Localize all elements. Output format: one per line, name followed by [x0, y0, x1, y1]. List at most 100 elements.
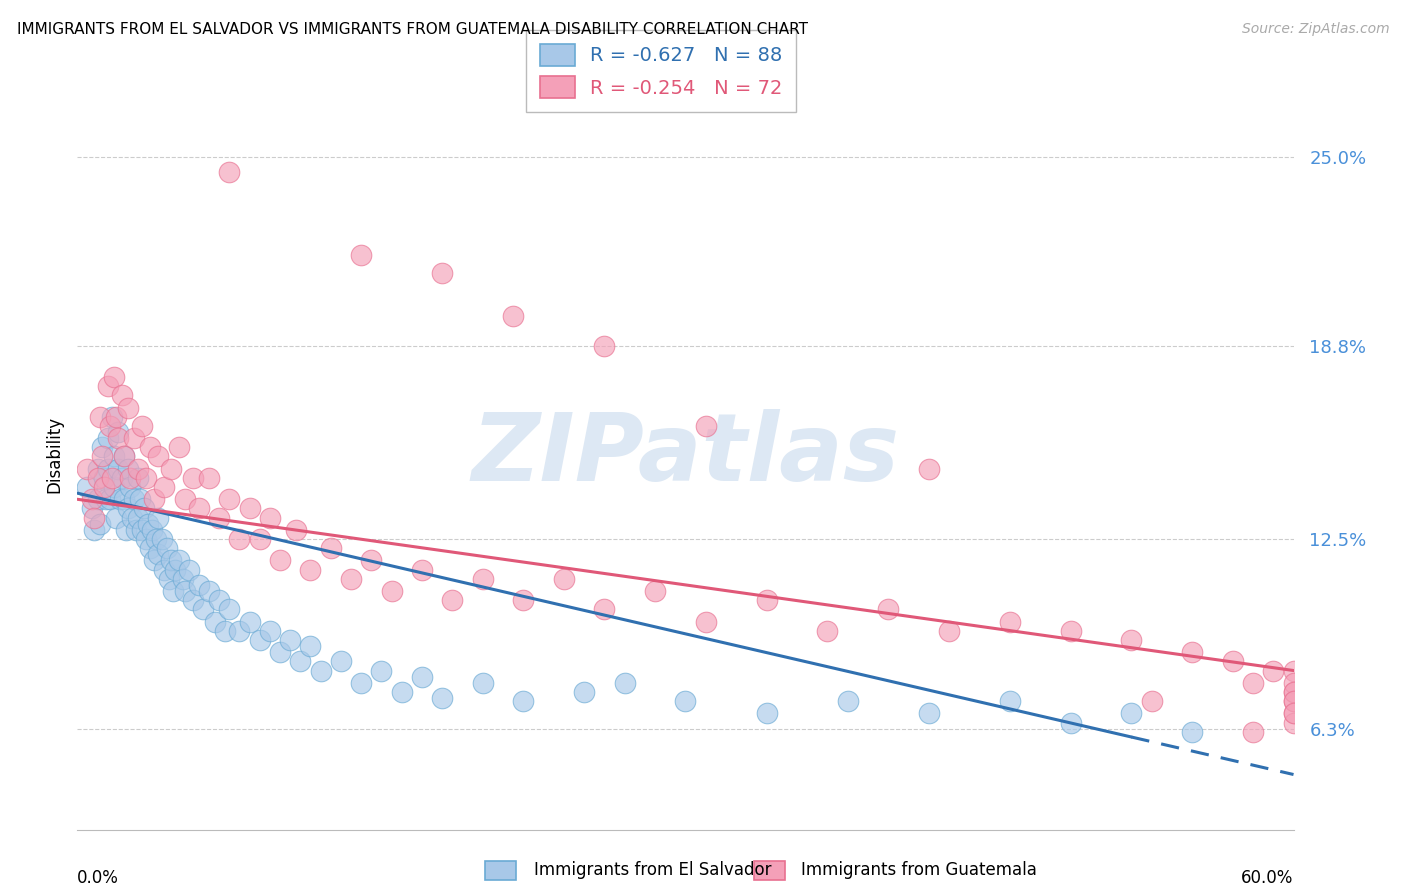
Point	[1282, 715, 1305, 730]
Point	[188, 501, 211, 516]
Point	[155, 541, 177, 556]
Point	[370, 664, 392, 678]
Point	[1241, 675, 1264, 690]
Point	[249, 632, 271, 647]
Point	[135, 471, 157, 485]
Point	[644, 584, 666, 599]
Point	[1121, 706, 1143, 721]
Text: ZIPatlas: ZIPatlas	[471, 409, 900, 501]
Text: Immigrants from El Salvador: Immigrants from El Salvador	[534, 861, 772, 879]
Point	[103, 450, 125, 464]
Point	[239, 501, 262, 516]
Point	[181, 471, 204, 485]
Point	[360, 553, 382, 567]
Point	[103, 480, 125, 494]
Point	[104, 409, 127, 424]
Text: IMMIGRANTS FROM EL SALVADOR VS IMMIGRANTS FROM GUATEMALA DISABILITY CORRELATION : IMMIGRANTS FROM EL SALVADOR VS IMMIGRANT…	[17, 22, 808, 37]
Point	[1241, 724, 1264, 739]
Point	[269, 553, 291, 567]
Point	[471, 675, 494, 690]
Point	[1282, 664, 1305, 678]
Point	[815, 624, 838, 638]
Point	[191, 602, 214, 616]
Point	[430, 266, 453, 280]
Point	[127, 461, 149, 475]
Point	[259, 624, 281, 638]
Point	[177, 563, 200, 577]
Point	[80, 492, 103, 507]
Point	[1222, 654, 1244, 668]
Point	[97, 431, 120, 445]
Point	[153, 563, 176, 577]
Point	[127, 510, 149, 524]
Point	[1282, 694, 1305, 708]
Point	[309, 664, 332, 678]
Point	[107, 431, 129, 445]
Point	[98, 418, 121, 433]
Point	[117, 501, 139, 516]
Point	[86, 471, 108, 485]
Point	[502, 309, 524, 323]
Point	[131, 523, 153, 537]
Point	[162, 584, 184, 599]
Point	[139, 541, 162, 556]
Point	[319, 541, 342, 556]
Point	[112, 492, 135, 507]
Text: Immigrants from Guatemala: Immigrants from Guatemala	[801, 861, 1038, 879]
Point	[1282, 685, 1305, 699]
Point	[108, 492, 131, 507]
Point	[1059, 715, 1081, 730]
Point	[512, 694, 534, 708]
Point	[115, 523, 138, 537]
Point	[228, 624, 250, 638]
Point	[111, 388, 134, 402]
Point	[512, 593, 534, 607]
Point	[269, 645, 291, 659]
Point	[93, 471, 115, 485]
Point	[938, 624, 960, 638]
Point	[1121, 632, 1143, 647]
Point	[163, 563, 186, 577]
Point	[675, 694, 697, 708]
Point	[1282, 706, 1305, 721]
Point	[76, 480, 98, 494]
Point	[157, 572, 180, 586]
Point	[278, 632, 301, 647]
Point	[1282, 694, 1305, 708]
Point	[239, 615, 262, 629]
Point	[112, 450, 135, 464]
Point	[204, 615, 226, 629]
Text: 0.0%: 0.0%	[77, 870, 120, 888]
Point	[755, 706, 778, 721]
Point	[112, 450, 135, 464]
Point	[117, 401, 139, 415]
Point	[83, 523, 105, 537]
Point	[553, 572, 575, 586]
Point	[181, 593, 204, 607]
Point	[1059, 624, 1081, 638]
Point	[167, 440, 190, 454]
Point	[148, 510, 170, 524]
Point	[89, 409, 111, 424]
Point	[139, 440, 162, 454]
Point	[141, 523, 163, 537]
Point	[218, 492, 240, 507]
Point	[299, 639, 322, 653]
Point	[593, 602, 616, 616]
Point	[107, 461, 129, 475]
Point	[350, 247, 373, 261]
Point	[107, 425, 129, 439]
Point	[1181, 724, 1204, 739]
Point	[918, 461, 941, 475]
Point	[198, 471, 221, 485]
Point	[98, 492, 121, 507]
Point	[148, 547, 170, 561]
Point	[97, 461, 120, 475]
Point	[143, 492, 166, 507]
Point	[208, 593, 231, 607]
Point	[104, 510, 127, 524]
Point	[83, 510, 105, 524]
Point	[198, 584, 221, 599]
Point	[218, 602, 240, 616]
Point	[148, 450, 170, 464]
